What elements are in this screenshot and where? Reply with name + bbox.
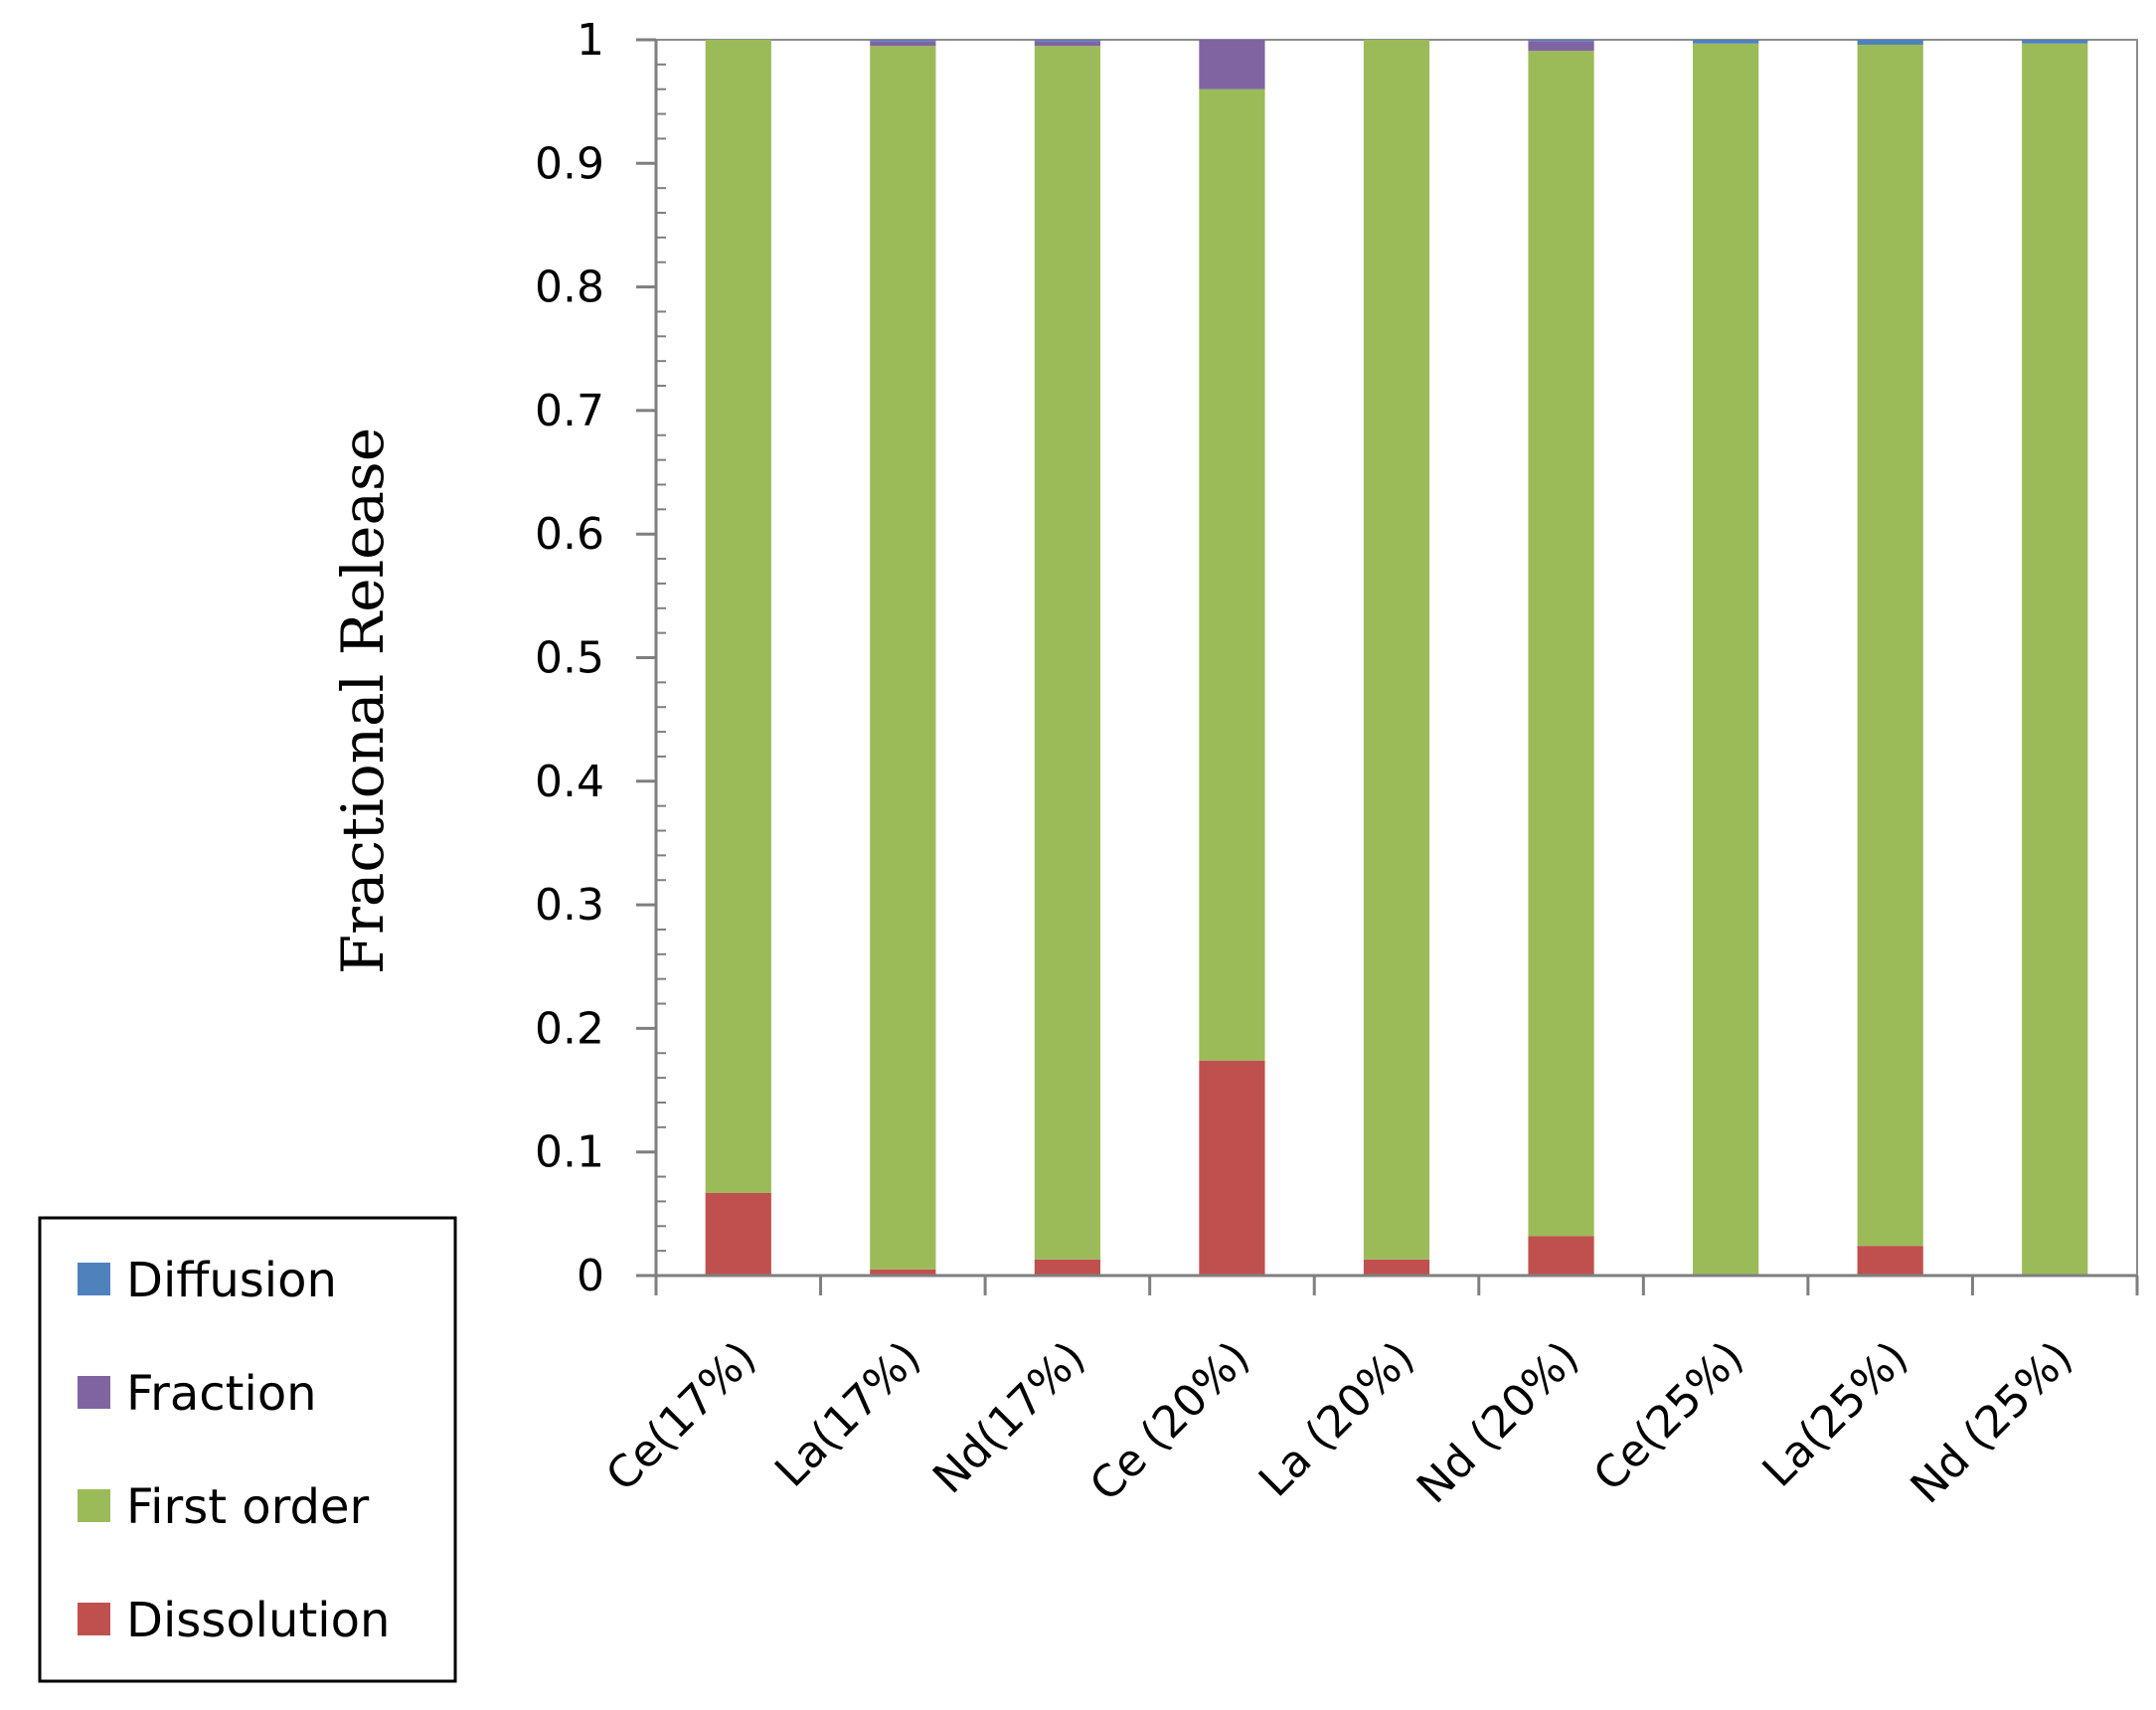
legend-swatch-first-order [78, 1489, 110, 1522]
y-tick-label: 0 [577, 1251, 604, 1301]
legend-swatch-diffusion [78, 1263, 110, 1295]
y-tick-label: 0.3 [535, 880, 604, 931]
legend-label-first-order: First order [126, 1479, 370, 1535]
legend-label-fraction: Fraction [126, 1366, 317, 1422]
bar-fraction-nd-17 [1034, 41, 1100, 47]
bar-first-order-nd-25 [2022, 43, 2088, 1277]
bar-diffusion-la-25 [1857, 40, 1923, 45]
legend-swatch-dissolution [78, 1603, 110, 1635]
bar-dissolution-ce-20 [1199, 1060, 1265, 1276]
bar-first-order-nd-20 [1528, 51, 1594, 1237]
legend: Diffusion Fraction First order Dissolution [38, 1216, 457, 1683]
bar-fraction-la-17 [870, 41, 936, 47]
y-tick-label: 0.9 [535, 138, 604, 189]
bar-fraction-ce-20 [1199, 40, 1265, 89]
bar-dissolution-nd-17 [1034, 1259, 1100, 1276]
legend-label-dissolution: Dissolution [126, 1593, 390, 1648]
bar-diffusion-la-17 [870, 40, 936, 42]
axes-layer [636, 38, 2139, 1295]
bar-dissolution-la-25 [1857, 1246, 1923, 1276]
bar-first-order-la-20 [1363, 40, 1430, 1260]
bar-dissolution-ce-17 [705, 1192, 771, 1276]
bars-layer [705, 40, 2088, 1277]
y-tick-label: 0.5 [535, 633, 604, 684]
legend-label-diffusion: Diffusion [126, 1253, 337, 1308]
bar-first-order-ce-25 [1693, 43, 1759, 1277]
bar-diffusion-ce-25 [1693, 40, 1759, 44]
y-axis-title: Fractional Release [329, 428, 397, 974]
y-tick-label: 0.6 [535, 509, 604, 560]
bar-fraction-nd-20 [1528, 41, 1594, 52]
bar-diffusion-nd-25 [2022, 40, 2088, 44]
y-tick-label: 0.8 [535, 262, 604, 313]
legend-swatch-fraction [78, 1376, 110, 1409]
bar-dissolution-la-17 [870, 1269, 936, 1276]
bar-first-order-nd-17 [1034, 46, 1100, 1260]
bar-first-order-ce-20 [1199, 88, 1265, 1061]
y-tick-label: 0.4 [535, 757, 604, 807]
bar-diffusion-nd-20 [1528, 40, 1594, 42]
y-tick-label: 0.7 [535, 386, 604, 436]
bar-dissolution-la-20 [1363, 1259, 1430, 1276]
bar-first-order-ce-17 [705, 40, 771, 1193]
y-tick-label: 1 [577, 15, 604, 66]
bar-dissolution-nd-20 [1528, 1236, 1594, 1276]
bar-diffusion-nd-17 [1034, 40, 1100, 42]
y-tick-label: 0.1 [535, 1127, 604, 1178]
bar-first-order-la-25 [1857, 44, 1923, 1247]
bar-first-order-la-17 [870, 46, 936, 1270]
y-tick-label: 0.2 [535, 1003, 604, 1054]
